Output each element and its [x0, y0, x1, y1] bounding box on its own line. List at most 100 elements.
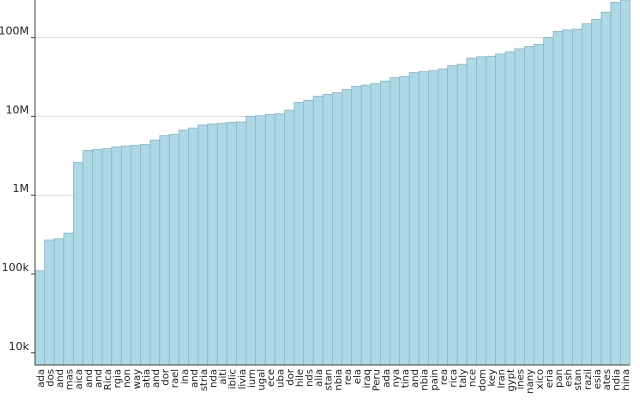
bar: [53, 238, 65, 366]
x-tick-label: ela: [352, 369, 363, 384]
x-tick-label: and: [410, 369, 421, 388]
x-tick-label: and: [151, 369, 162, 388]
x-tick-label: way: [132, 369, 143, 389]
bar: [504, 51, 516, 366]
x-tick-label: aiti: [218, 369, 229, 385]
bar: [437, 68, 449, 366]
x-tick-label: rica: [448, 369, 459, 388]
bar: [44, 239, 55, 366]
bar: [456, 63, 468, 366]
x-tick-label: iblic: [228, 369, 239, 389]
bar: [408, 72, 420, 366]
x-tick-label: alia: [314, 369, 325, 387]
bar: [140, 144, 151, 366]
x-tick-label: taly: [458, 369, 469, 388]
bar: [466, 57, 477, 366]
x-tick-label: esh: [564, 369, 575, 387]
x-tick-label: ndia: [612, 369, 623, 391]
x-tick-label: ece: [266, 369, 277, 387]
x-tick-label: ada: [36, 369, 47, 388]
x-tick-label: non: [122, 369, 133, 388]
bar: [332, 92, 343, 366]
x-tick-label: xico: [535, 369, 546, 389]
x-tick-label: rea: [343, 369, 354, 385]
bar: [236, 121, 247, 366]
x-tick-label: Rica: [103, 369, 114, 390]
x-tick-label: stan: [573, 369, 584, 391]
x-tick-label: razil: [583, 369, 594, 390]
bar: [620, 0, 631, 366]
bar: [581, 23, 593, 366]
bar: [130, 144, 141, 366]
y-tick-label: 1M: [13, 182, 30, 195]
bar: [495, 53, 506, 366]
x-tick-label: livia: [237, 369, 248, 389]
y-tick-label: 100k: [2, 261, 30, 274]
bar: [245, 115, 257, 366]
bar: [188, 127, 199, 366]
bar: [63, 232, 74, 366]
x-tick-label: ina: [180, 369, 191, 384]
x-tick-label: nbia: [420, 369, 431, 391]
x-tick-label: uba: [276, 369, 287, 388]
x-tick-label: mas: [65, 369, 76, 390]
bar: [351, 86, 362, 366]
bar: [428, 70, 439, 366]
x-tick-label: rgia: [113, 369, 124, 388]
bar: [543, 37, 554, 366]
x-tick-label: dor: [161, 368, 172, 385]
x-tick-label: eria: [544, 369, 555, 388]
x-tick-label: pain: [429, 369, 440, 391]
bar: [255, 115, 266, 366]
x-tick-label: aica: [74, 369, 85, 390]
bar: [524, 46, 535, 366]
x-tick-label: ates: [602, 369, 613, 390]
x-tick-label: nds: [305, 369, 316, 387]
bar: [610, 1, 621, 366]
x-tick-label: nda: [209, 369, 220, 388]
bar: [552, 30, 564, 366]
x-tick-label: and: [93, 369, 104, 388]
bar: [159, 135, 170, 366]
bar: [514, 48, 525, 366]
bar: [485, 55, 497, 366]
bar: [418, 71, 429, 366]
x-tick-label: pan: [554, 369, 565, 388]
x-tick-label: and: [84, 369, 95, 388]
x-tick-label: and: [55, 369, 66, 388]
bar: [380, 80, 391, 366]
x-tick-label: tina: [400, 369, 411, 388]
bar: [360, 84, 372, 366]
x-tick-label: dor: [285, 368, 296, 385]
bar: [111, 146, 122, 366]
bar: [264, 114, 276, 366]
y-tick-label: 10M: [6, 103, 30, 116]
x-tick-label: dos: [45, 369, 56, 387]
x-tick-label: gypt: [506, 369, 517, 392]
bar: [82, 150, 93, 366]
x-tick-label: ugal: [257, 369, 268, 391]
bar: [389, 77, 401, 366]
x-tick-label: nce: [468, 369, 479, 387]
bar: [293, 102, 305, 366]
x-tick-label: rael: [170, 369, 181, 388]
x-tick-label: stan: [324, 369, 335, 391]
bar: [341, 89, 353, 366]
x-tick-label: nbia: [333, 369, 344, 391]
bar: [562, 29, 573, 366]
bar: [370, 83, 381, 366]
x-tick-label: and: [189, 369, 200, 388]
x-tick-label: hile: [295, 369, 306, 387]
bar: [149, 139, 161, 366]
x-tick-label: iraq: [362, 369, 373, 388]
bar: [303, 99, 314, 366]
bar: [284, 109, 295, 366]
bar: [399, 76, 410, 366]
bar: [168, 134, 180, 366]
bar: [322, 94, 333, 366]
bar: [34, 270, 45, 366]
x-tick-label: esia: [592, 369, 603, 389]
x-tick-label: nya: [391, 369, 402, 387]
x-tick-label: rea: [439, 369, 450, 385]
